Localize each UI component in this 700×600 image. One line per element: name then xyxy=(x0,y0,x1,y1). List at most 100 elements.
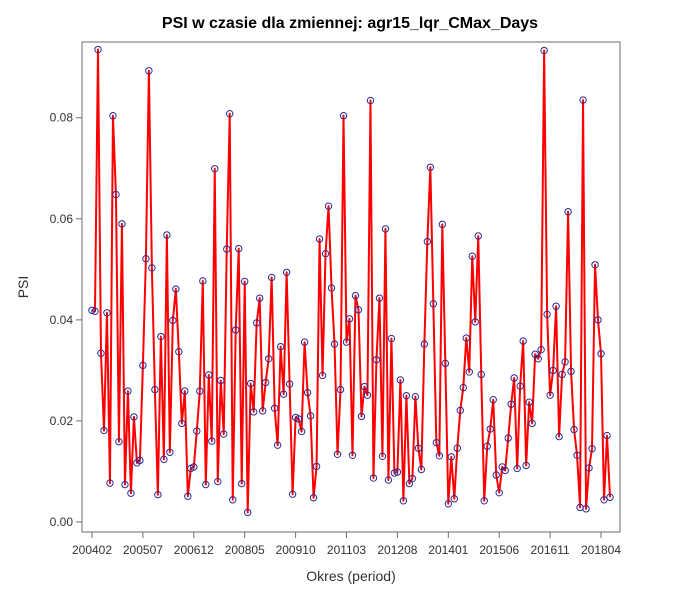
data-point xyxy=(339,112,348,120)
data-point xyxy=(169,316,177,325)
data-point xyxy=(465,368,473,376)
data-point xyxy=(238,479,246,488)
x-tick-label: 200507 xyxy=(123,543,163,557)
x-tick-label: 200910 xyxy=(276,543,316,557)
data-point xyxy=(232,326,240,334)
x-tick-label: 200402 xyxy=(72,543,112,557)
x-tick-label: 201401 xyxy=(428,543,468,557)
plot-border xyxy=(81,41,621,533)
x-tick-label: 201103 xyxy=(327,543,366,557)
data-point xyxy=(435,452,444,460)
data-point xyxy=(264,355,273,363)
data-point xyxy=(214,477,222,486)
data-point xyxy=(471,318,479,326)
data-point xyxy=(217,376,225,385)
data-point xyxy=(258,407,267,415)
data-point xyxy=(235,244,243,253)
data-point xyxy=(163,231,171,239)
data-point xyxy=(534,355,542,363)
data-point xyxy=(495,488,503,497)
x-tick-label: 200805 xyxy=(225,543,265,557)
y-axis-label: PSI xyxy=(15,276,31,299)
data-point xyxy=(474,232,482,240)
data-point xyxy=(441,359,450,368)
data-point xyxy=(330,340,339,348)
data-point xyxy=(552,302,560,310)
data-point xyxy=(342,338,351,346)
data-point xyxy=(375,294,384,302)
data-point xyxy=(226,110,234,118)
data-point xyxy=(348,451,357,459)
data-point xyxy=(486,425,494,433)
data-point xyxy=(420,340,429,348)
x-tick-label: 201506 xyxy=(479,543,519,557)
data-point xyxy=(321,249,330,258)
data-point xyxy=(160,455,168,464)
data-point xyxy=(384,476,393,484)
data-point xyxy=(303,388,312,397)
data-point xyxy=(333,450,342,458)
data-point xyxy=(297,427,306,436)
data-point xyxy=(241,277,249,286)
data-point xyxy=(372,356,381,364)
data-point xyxy=(573,451,581,459)
data-point xyxy=(294,415,303,423)
psi-series-markers xyxy=(88,45,614,517)
psi-series-line xyxy=(91,48,611,514)
chart-title: PSI w czasie dla zmiennej: agr15_lqr_CMa… xyxy=(162,15,538,32)
data-point xyxy=(363,391,372,399)
data-point xyxy=(606,493,614,501)
data-point xyxy=(468,252,476,260)
data-point xyxy=(426,163,435,171)
data-point xyxy=(184,492,192,500)
data-point xyxy=(223,245,231,253)
data-point xyxy=(315,235,324,243)
x-axis: 200402 200507 200612 200805 200910 201103 2012… xyxy=(72,532,621,557)
data-point xyxy=(309,494,318,502)
y-tick-label: 0.08 xyxy=(50,111,74,125)
data-point xyxy=(220,430,228,438)
data-point xyxy=(381,225,390,233)
data-point xyxy=(390,469,399,477)
data-point xyxy=(112,190,120,199)
data-point xyxy=(492,471,500,479)
data-point xyxy=(501,466,509,475)
data-point xyxy=(516,382,524,390)
data-point xyxy=(282,268,291,277)
x-axis-label: Okres (period) xyxy=(306,568,395,584)
data-point xyxy=(249,408,258,416)
data-point xyxy=(103,309,111,317)
data-point xyxy=(270,404,279,412)
data-point xyxy=(145,67,153,75)
data-point xyxy=(172,285,180,293)
data-point xyxy=(318,371,327,380)
data-point xyxy=(273,441,282,449)
data-point xyxy=(504,434,512,442)
data-point xyxy=(199,277,207,285)
data-point xyxy=(94,45,102,54)
data-point xyxy=(246,379,255,388)
data-point xyxy=(154,491,162,499)
data-point xyxy=(205,371,213,379)
data-point xyxy=(127,489,135,497)
data-point xyxy=(196,387,204,395)
data-point xyxy=(387,334,396,343)
data-point xyxy=(121,480,129,489)
data-point xyxy=(564,208,572,216)
data-point xyxy=(414,444,423,452)
y-tick-label: 0.00 xyxy=(50,515,74,529)
data-point xyxy=(252,319,261,327)
data-point xyxy=(288,490,297,498)
plot-area xyxy=(81,41,621,533)
data-point xyxy=(157,332,165,341)
data-point xyxy=(483,442,491,450)
x-tick-label: 200612 xyxy=(174,543,214,557)
data-point xyxy=(261,378,270,387)
data-point xyxy=(453,444,461,452)
data-point xyxy=(106,479,114,487)
data-point xyxy=(567,367,575,376)
data-point xyxy=(208,437,216,445)
data-point xyxy=(202,480,210,489)
x-tick-label: 201611 xyxy=(531,543,570,557)
data-point xyxy=(546,391,554,399)
